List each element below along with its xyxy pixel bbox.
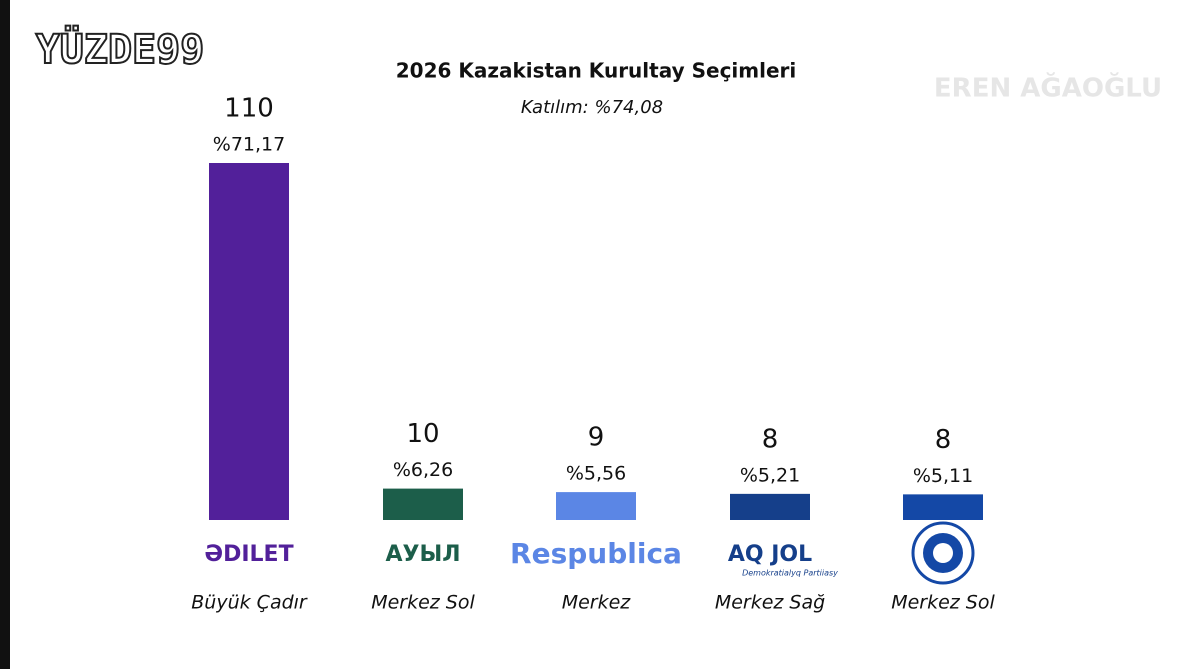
bar bbox=[903, 494, 983, 520]
seat-label: 10 bbox=[406, 419, 439, 449]
value-label: %5,11 bbox=[913, 465, 973, 487]
emblem bbox=[911, 521, 975, 585]
party-logo: AQ JOL bbox=[728, 542, 812, 567]
logo-tagline: Demokratialyq Partiiasy bbox=[742, 569, 838, 578]
bar bbox=[209, 163, 289, 520]
left-edge bbox=[0, 0, 10, 669]
ideology-label: Merkez Sol bbox=[371, 592, 475, 614]
value-label: %71,17 bbox=[213, 134, 285, 156]
value-label: %5,56 bbox=[566, 463, 626, 485]
party-logo: ƏDILET bbox=[204, 542, 293, 567]
ideology-label: Merkez Sağ bbox=[715, 592, 825, 614]
ideology-label: Büyük Çadır bbox=[191, 592, 308, 614]
seat-label: 8 bbox=[935, 425, 952, 455]
bar bbox=[730, 493, 810, 520]
seat-label: 9 bbox=[588, 423, 605, 453]
bar bbox=[383, 488, 463, 520]
chart-title: 2026 Kazakistan Kurultay Seçimleri bbox=[396, 59, 797, 83]
ideology-label: Merkez bbox=[562, 592, 632, 614]
party-logo: Respublica bbox=[510, 537, 682, 570]
value-label: %6,26 bbox=[393, 459, 453, 481]
value-label: %5,21 bbox=[740, 464, 800, 486]
party-logo: АУЫЛ bbox=[385, 542, 460, 567]
seat-label: 8 bbox=[762, 424, 779, 454]
chart-subtitle: Katılım: %74,08 bbox=[521, 97, 663, 118]
brand: YÜZDE99 bbox=[36, 25, 205, 73]
bar bbox=[556, 492, 636, 520]
author: EREN AĞAOĞLU bbox=[934, 72, 1162, 104]
seat-label: 110 bbox=[224, 94, 274, 124]
ideology-label: Merkez Sol bbox=[891, 592, 995, 614]
